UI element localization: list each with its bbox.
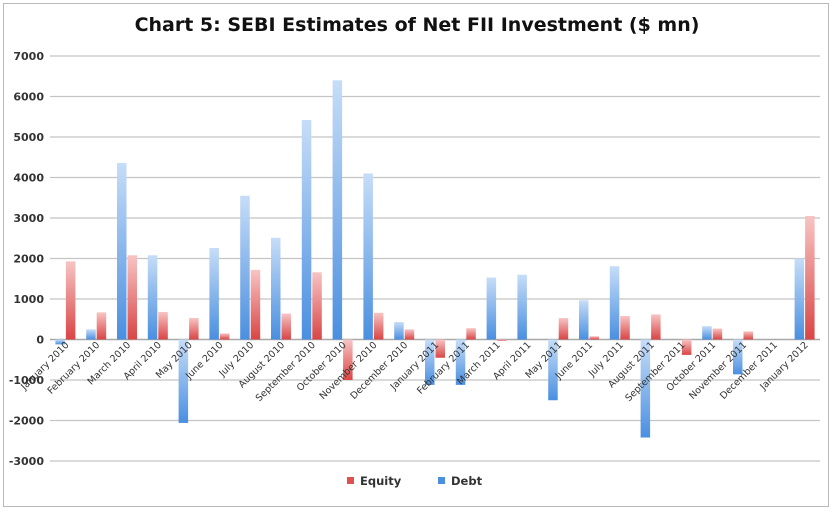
debt-bar [301, 119, 312, 340]
equity-bar [743, 331, 753, 340]
equity-bar [558, 318, 569, 340]
legend-swatch [347, 477, 354, 484]
debt-bar [733, 339, 743, 375]
debt-bar [517, 274, 527, 340]
equity-bar [466, 328, 476, 340]
debt-bar [86, 329, 96, 340]
debt-bar [702, 326, 712, 340]
debt-bar [117, 162, 127, 340]
equity-bar [651, 314, 661, 340]
debt-bar [425, 339, 435, 385]
equity-bar [127, 255, 137, 340]
equity-bar [805, 215, 815, 340]
debt-bar [486, 277, 497, 340]
equity-bar [620, 316, 630, 340]
y-tick-label: 6000 [13, 91, 44, 104]
equity-bar [681, 339, 692, 355]
equity-bar [96, 312, 107, 340]
debt-bar [363, 173, 373, 340]
y-tick-label: 3000 [13, 212, 44, 225]
legend: Equity Debt [347, 474, 483, 488]
equity-bar [435, 339, 445, 358]
y-tick-label: -3000 [9, 455, 45, 468]
gridlines [50, 55, 820, 462]
debt-bar [394, 322, 404, 340]
equity-bar [250, 269, 261, 340]
y-tick-label: -1000 [9, 374, 45, 387]
equity-bar [497, 339, 507, 341]
legend-swatch [438, 477, 445, 484]
legend-label: Debt [451, 474, 483, 488]
equity-bar [158, 311, 168, 340]
debt-bar [271, 237, 281, 340]
chart-title: Chart 5: SEBI Estimates of Net FII Inves… [134, 14, 700, 36]
debt-bar [640, 339, 651, 438]
equity-bar [312, 272, 322, 340]
debt-bar [55, 339, 65, 345]
y-axis: -3000 -2000 -1000 0 1000 2000 3000 4000 5000 6000… [9, 50, 45, 468]
debt-bar [455, 339, 466, 385]
equity-bar [281, 313, 291, 340]
equity-bar [712, 328, 723, 340]
equity-bar [589, 336, 599, 340]
equity-bar [219, 333, 230, 340]
equity-bar [373, 312, 384, 340]
debt-bar [147, 255, 158, 340]
debt-bar [178, 339, 189, 423]
debt-bar [240, 195, 250, 340]
bars [55, 80, 815, 438]
y-tick-label: -2000 [9, 415, 45, 428]
legend-label: Equity [360, 474, 402, 488]
equity-bar [343, 339, 353, 380]
debt-bar [579, 300, 589, 340]
debt-bar [794, 258, 805, 340]
y-tick-label: 0 [36, 334, 44, 347]
y-tick-label: 2000 [13, 253, 44, 266]
y-tick-label: 4000 [13, 172, 44, 185]
y-tick-label: 1000 [13, 293, 44, 306]
debt-bar [609, 266, 620, 340]
debt-bar [209, 247, 219, 340]
debt-bar [548, 339, 558, 401]
equity-bar [404, 329, 415, 340]
debt-bar [332, 80, 343, 340]
equity-bar [65, 261, 76, 340]
chart-frame [3, 3, 829, 507]
y-tick-label: 5000 [13, 131, 44, 144]
equity-bar [189, 318, 199, 340]
y-tick-label: 7000 [13, 50, 44, 63]
